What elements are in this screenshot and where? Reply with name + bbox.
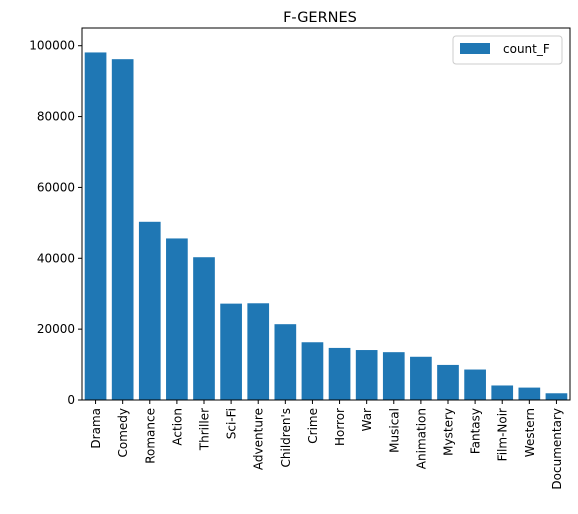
x-tick-label: Adventure xyxy=(252,408,266,470)
bar-crime xyxy=(301,342,324,400)
x-tick-label: Horror xyxy=(333,408,347,446)
bar-comedy xyxy=(111,59,134,400)
bar-thriller xyxy=(193,257,215,400)
x-tick-label: Sci-Fi xyxy=(225,408,239,439)
bar-musical xyxy=(382,352,405,400)
legend: count_F xyxy=(452,35,563,65)
x-tick-label: Documentary xyxy=(550,408,564,490)
bar-war xyxy=(355,350,378,400)
y-tick-label: 100000 xyxy=(29,39,75,53)
bar-western xyxy=(518,387,541,400)
x-tick-label: Mystery xyxy=(442,408,456,456)
bar-film-noir xyxy=(491,385,514,400)
bar-mystery xyxy=(437,364,459,400)
chart-title: F-GERNES xyxy=(283,10,357,26)
bars-group xyxy=(84,52,568,401)
x-tick-label: War xyxy=(360,408,374,431)
x-tick-label: Thriller xyxy=(198,408,212,451)
x-tick-label: Film-Noir xyxy=(496,408,510,461)
bar-documentary xyxy=(545,393,568,400)
x-tick-label: Western xyxy=(523,408,537,457)
bar-animation xyxy=(410,356,432,400)
x-tick-label: Comedy xyxy=(116,408,130,458)
bar-adventure xyxy=(247,303,270,400)
bar-fantasy xyxy=(464,369,486,400)
x-tick-label: Animation xyxy=(414,408,428,469)
x-tick-label: Romance xyxy=(143,408,157,464)
x-tick-label: Action xyxy=(170,408,184,446)
y-tick-label: 80000 xyxy=(37,110,75,124)
x-tick-label: Crime xyxy=(306,408,320,444)
x-tick-label: Fantasy xyxy=(469,408,483,454)
x-axis-ticks: Drama Comedy Romance Action Thriller Sci-Fi Ad… xyxy=(89,400,564,490)
bar-children-s xyxy=(274,324,297,400)
bar-action xyxy=(166,238,188,400)
plot-frame xyxy=(81,27,571,401)
bar-drama xyxy=(84,52,107,401)
x-tick-label: Drama xyxy=(89,408,103,449)
y-tick-label: 0 xyxy=(67,393,75,407)
legend-swatch xyxy=(460,43,490,54)
y-tick-label: 40000 xyxy=(37,251,75,265)
y-tick-label: 60000 xyxy=(37,180,75,194)
y-tick-label: 20000 xyxy=(37,322,75,336)
bar-romance xyxy=(138,221,161,400)
bar-sci-fi xyxy=(220,303,242,400)
x-tick-label: Musical xyxy=(387,408,401,453)
legend-label: count_F xyxy=(503,42,550,56)
x-tick-label: Children's xyxy=(279,408,293,467)
y-axis-ticks: 0 20000 40000 60000 80000 100000 xyxy=(29,39,82,407)
bar-horror xyxy=(328,347,351,400)
